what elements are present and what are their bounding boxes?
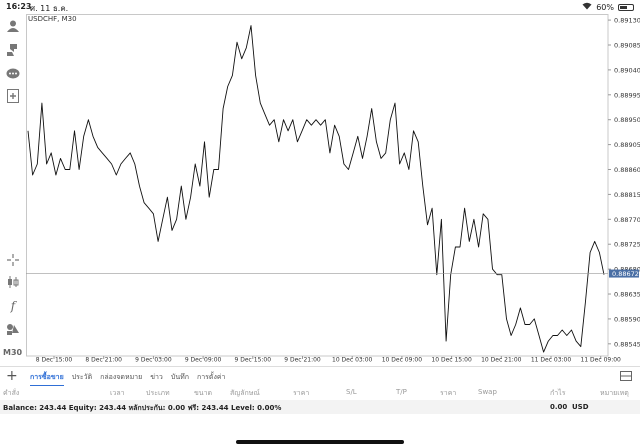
column-header-4[interactable]: สัญลักษณ์: [230, 389, 260, 397]
column-header-11[interactable]: หมายเหตุ: [600, 389, 629, 397]
person-icon[interactable]: [5, 18, 21, 34]
y-tick-label-11: 0.88635: [614, 291, 640, 299]
battery-percent: 60%: [596, 2, 614, 12]
column-header-7[interactable]: T/P: [396, 388, 407, 396]
function-icon[interactable]: f: [10, 299, 16, 313]
column-header-8[interactable]: ราคา: [440, 389, 457, 397]
timeframe-label[interactable]: M30: [3, 348, 23, 357]
y-tick-label-4: 0.88950: [614, 116, 640, 124]
terminal-tabs-row: + การซื้อขาย ประวัติ กล่องจดหมาย ข่าว บันทึก…: [0, 366, 640, 386]
objects-icon[interactable]: [5, 321, 21, 337]
chart-frame: [26, 14, 609, 357]
column-header-1[interactable]: เวลา: [110, 389, 125, 397]
add-order-icon[interactable]: +: [6, 368, 18, 384]
tab-4[interactable]: บันทึก: [170, 373, 189, 381]
current-price-label: 0.88672: [612, 270, 639, 278]
price-chart[interactable]: 0.89130 0.89085 0.89040 0.88995 0.88950 0.889…: [26, 14, 640, 362]
panel-toggle-icon[interactable]: [620, 371, 632, 384]
column-header-0[interactable]: คำสั่ง: [3, 389, 20, 397]
y-tick-label-0: 0.89130: [614, 17, 640, 25]
chat-icon[interactable]: [5, 66, 21, 82]
x-tick-label-6: 10 Dec 03:00: [332, 357, 373, 363]
x-tick-label-4: 9 Dec 15:00: [235, 357, 272, 363]
x-tick-label-7: 10 Dec 09:00: [382, 357, 423, 363]
status-bar: 16:23 ศ. 11 ธ.ค. 60%: [0, 0, 640, 14]
x-tick-label-0: 8 Dec 15:00: [36, 357, 73, 363]
tab-2[interactable]: กล่องจดหมาย: [100, 373, 143, 381]
y-tick-label-7: 0.88815: [614, 191, 640, 199]
y-tick-label-2: 0.89040: [614, 66, 640, 74]
home-indicator: [236, 440, 404, 444]
wifi-icon: [582, 2, 592, 12]
hand-share-icon[interactable]: [5, 42, 21, 58]
y-tick-label-13: 0.88545: [614, 340, 640, 348]
y-tick-label-1: 0.89085: [614, 41, 640, 49]
x-tick-label-5: 9 Dec 21:00: [284, 357, 321, 363]
x-tick-label-11: 11 Dec 09:00: [581, 357, 622, 363]
currency-label: USD: [572, 403, 589, 411]
candlestick-icon[interactable]: [5, 274, 21, 290]
tab-1[interactable]: ประวัติ: [71, 373, 93, 381]
column-header-9[interactable]: Swap: [478, 388, 497, 396]
tab-3[interactable]: ข่าว: [150, 373, 163, 381]
balance-summary: Balance: 243.44 Equity: 243.44 หลักประกั…: [3, 404, 282, 412]
column-header-3[interactable]: ขนาด: [194, 389, 213, 397]
y-tick-label-12: 0.88590: [614, 315, 640, 323]
current-price-marker: [609, 269, 639, 278]
x-tick-label-1: 8 Dec 21:00: [85, 357, 122, 363]
profit-amount: 0.00: [550, 403, 568, 411]
column-header-6[interactable]: S/L: [346, 388, 357, 396]
crosshair-icon[interactable]: [5, 252, 21, 268]
tab-0[interactable]: การซื้อขาย: [30, 372, 64, 386]
tab-5[interactable]: การตั้งค่า: [196, 373, 226, 381]
column-header-5[interactable]: ราคา: [293, 389, 310, 397]
y-tick-label-8: 0.88770: [614, 216, 640, 224]
balance-row: Balance: 243.44 Equity: 243.44 หลักประกั…: [0, 400, 640, 414]
x-tick-label-3: 9 Dec 09:00: [185, 357, 222, 363]
y-tick-label-3: 0.88995: [614, 91, 640, 99]
battery-icon: [618, 3, 634, 11]
price-series-line-0: [27, 25, 605, 353]
add-document-icon[interactable]: [5, 88, 21, 104]
orders-column-headers: คำสั่ง เวลา ประเภท ขนาด สัญลักษณ์ ราคา S/L T/P ร…: [0, 386, 640, 399]
x-tick-label-10: 11 Dec 03:00: [531, 357, 572, 363]
status-right: 60%: [582, 2, 634, 12]
y-tick-label-6: 0.88860: [614, 166, 640, 174]
x-tick-label-8: 10 Dec 15:00: [431, 357, 472, 363]
chart-symbol-label: USDCHF, M30: [28, 15, 77, 23]
x-tick-label-2: 9 Dec 03:00: [135, 357, 172, 363]
x-tick-label-9: 10 Dec 21:00: [481, 357, 522, 363]
terminal-tabs: การซื้อขาย ประวัติ กล่องจดหมาย ข่าว บันทึก กา…: [30, 372, 225, 386]
status-time: 16:23: [6, 2, 32, 11]
left-toolbar: f M30: [0, 14, 26, 362]
price-chart-svg[interactable]: 0.89130 0.89085 0.89040 0.88995 0.88950 0.889…: [26, 14, 640, 362]
y-tick-label-9: 0.88725: [614, 241, 640, 249]
column-header-2[interactable]: ประเภท: [146, 389, 170, 397]
y-tick-label-5: 0.88905: [614, 141, 640, 149]
status-date: ศ. 11 ธ.ค.: [30, 4, 69, 13]
column-header-10[interactable]: กำไร: [550, 389, 566, 397]
